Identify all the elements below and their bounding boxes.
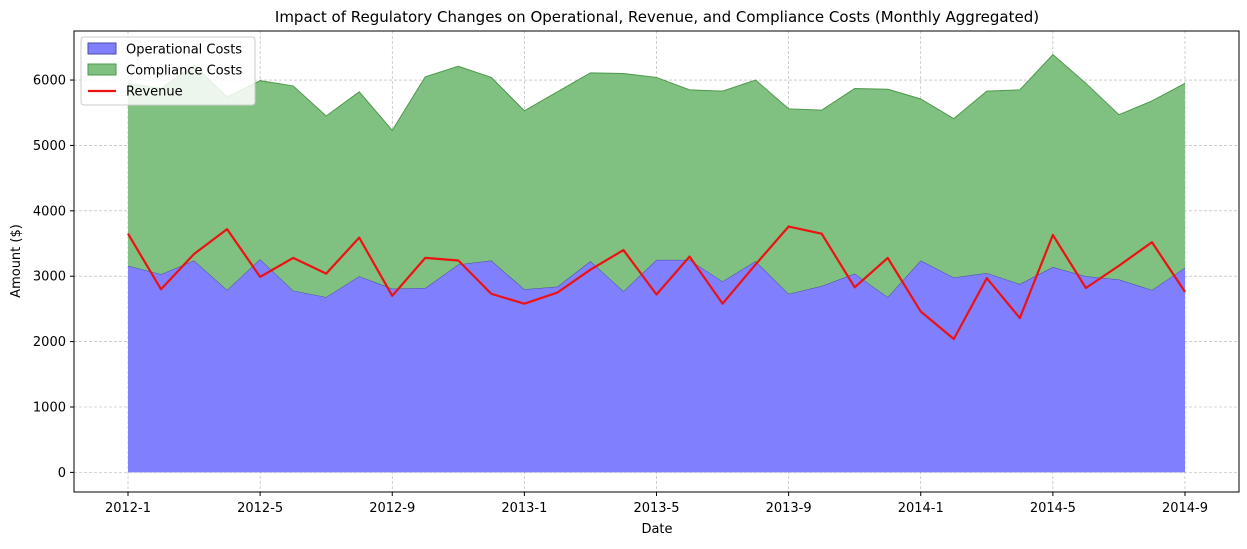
x-tick-label: 2013-9	[766, 501, 812, 516]
area-operational-costs	[128, 259, 1185, 473]
chart-title: Impact of Regulatory Changes on Operatio…	[275, 8, 1039, 26]
y-tick-label: 2000	[33, 335, 66, 350]
y-axis: 0 1000 2000 3000 4000 5000 6000	[33, 74, 74, 481]
x-tick-label: 2014-9	[1162, 501, 1208, 516]
x-tick-label: 2012-9	[369, 501, 415, 516]
y-tick-label: 4000	[33, 204, 66, 219]
x-axis-label: Date	[641, 522, 672, 537]
area-series	[127, 53, 1186, 473]
y-tick-label: 0	[58, 466, 66, 481]
y-tick-label: 1000	[33, 400, 66, 415]
x-tick-label: 2013-1	[501, 501, 547, 516]
area-edge-compliance-costs	[127, 53, 1186, 132]
y-tick-label: 6000	[33, 74, 66, 89]
x-axis: 2012-1 2012-5 2012-9 2013-1 2013-5 2013-9 2014…	[105, 492, 1208, 516]
legend-swatch-operational-costs	[87, 42, 117, 55]
legend-box	[80, 36, 256, 106]
y-tick-label: 5000	[33, 139, 66, 154]
line-revenue	[127, 225, 1186, 341]
y-axis-label: Amount ($)	[9, 224, 24, 298]
area-compliance-costs	[128, 54, 1185, 298]
legend: Operational Costs Compliance Costs Revenue	[80, 36, 256, 106]
line-series	[127, 225, 1186, 341]
x-tick-label: 2014-5	[1030, 501, 1076, 516]
legend-label-operational-costs: Operational Costs	[126, 43, 242, 58]
legend-swatch-compliance-costs	[87, 63, 117, 76]
legend-label-compliance-costs: Compliance Costs	[126, 64, 243, 79]
legend-label-revenue: Revenue	[126, 85, 183, 100]
x-tick-label: 2012-5	[237, 501, 283, 516]
x-tick-label: 2014-1	[898, 501, 944, 516]
x-tick-label: 2012-1	[105, 501, 151, 516]
y-tick-label: 3000	[33, 270, 66, 285]
x-tick-label: 2013-5	[633, 501, 679, 516]
